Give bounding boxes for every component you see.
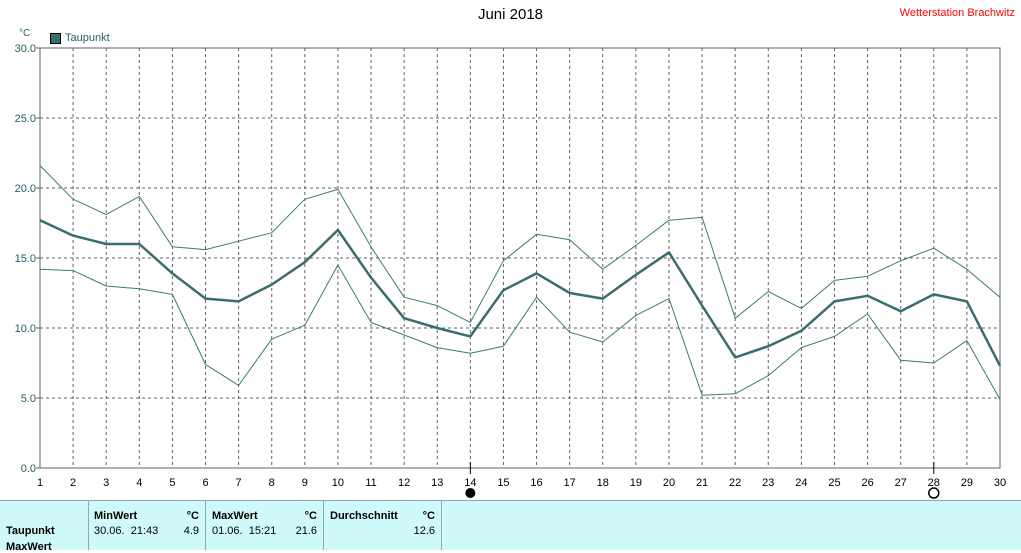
x-tick-label: 30 bbox=[994, 477, 1006, 489]
new-moon-icon bbox=[465, 488, 476, 498]
x-tick-label: 13 bbox=[431, 477, 443, 489]
x-tick-label: 15 bbox=[497, 477, 509, 489]
x-tick-label: 20 bbox=[663, 477, 675, 489]
max-value: 21.6 bbox=[295, 525, 317, 537]
legend-swatch bbox=[50, 32, 61, 44]
x-tick-label: 24 bbox=[795, 477, 807, 489]
full-moon-icon bbox=[928, 487, 940, 499]
x-tick-label: 8 bbox=[269, 477, 275, 489]
y-tick-label: 5.0 bbox=[21, 393, 36, 405]
x-tick-label: 18 bbox=[597, 477, 609, 489]
legend-label: Taupunkt bbox=[65, 32, 110, 44]
y-tick-label: 25.0 bbox=[15, 113, 36, 125]
x-tick-label: 11 bbox=[365, 477, 376, 489]
x-tick-label: 16 bbox=[530, 477, 542, 489]
x-tick-label: 10 bbox=[332, 477, 344, 489]
stats-min-cell: MinWert °C 30.06. 21:43 4.9 bbox=[89, 501, 206, 550]
stats-panel: Taupunkt MaxWert MinWert °C 30.06. 21:43… bbox=[0, 500, 1021, 553]
x-tick-label: 12 bbox=[398, 477, 410, 489]
y-tick-label: 0.0 bbox=[21, 463, 36, 475]
x-tick-label: 6 bbox=[202, 477, 208, 489]
x-tick-label: 14 bbox=[464, 477, 476, 489]
station-name: Wetterstation Brachwitz bbox=[899, 7, 1015, 19]
x-tick-label: 4 bbox=[136, 477, 142, 489]
x-tick-label: 26 bbox=[861, 477, 873, 489]
min-header: MinWert bbox=[94, 510, 138, 522]
x-tick-label: 22 bbox=[729, 477, 741, 489]
avg-header: Durchschnitt bbox=[330, 510, 398, 522]
min-datetime: 30.06. 21:43 bbox=[94, 525, 159, 537]
stats-max-cell: MaxWert °C 01.06. 15:21 21.6 bbox=[206, 501, 324, 550]
stats-avg-cell: Durchschnitt °C 12.6 bbox=[324, 501, 442, 550]
y-tick-label: 15.0 bbox=[15, 253, 36, 265]
x-tick-label: 3 bbox=[103, 477, 109, 489]
max-datetime: 01.06. 15:21 bbox=[212, 525, 277, 537]
x-tick-label: 28 bbox=[928, 477, 940, 489]
x-tick-label: 23 bbox=[762, 477, 774, 489]
series-line-max bbox=[39, 165, 1001, 323]
legend: Taupunkt bbox=[50, 32, 110, 44]
x-tick-label: 25 bbox=[828, 477, 840, 489]
series-line-mean bbox=[39, 219, 1002, 367]
x-tick-label: 7 bbox=[236, 477, 242, 489]
max-unit: °C bbox=[304, 510, 317, 522]
x-tick-label: 2 bbox=[70, 477, 76, 489]
x-tick-label: 29 bbox=[961, 477, 973, 489]
series-line-min bbox=[39, 264, 1001, 400]
stats-row-label-2: MaxWert bbox=[6, 541, 52, 553]
stats-label-cell: Taupunkt MaxWert bbox=[0, 501, 89, 553]
avg-value: 12.6 bbox=[413, 525, 435, 537]
x-tick-label: 19 bbox=[630, 477, 642, 489]
min-value: 4.9 bbox=[183, 525, 199, 537]
y-tick-label: 30.0 bbox=[15, 43, 36, 55]
min-unit: °C bbox=[186, 510, 199, 522]
x-tick-label: 17 bbox=[564, 477, 576, 489]
stats-row-label: Taupunkt bbox=[6, 525, 55, 537]
y-tick-label: 10.0 bbox=[15, 323, 36, 335]
x-tick-label: 9 bbox=[302, 477, 308, 489]
x-tick-label: 21 bbox=[696, 477, 708, 489]
y-axis-unit: °C bbox=[19, 28, 31, 39]
avg-unit: °C bbox=[422, 510, 435, 522]
x-tick-label: 27 bbox=[895, 477, 907, 489]
x-tick-label: 5 bbox=[169, 477, 175, 489]
chart-title: Juni 2018 bbox=[477, 6, 544, 23]
max-header: MaxWert bbox=[212, 510, 258, 522]
x-tick-label: 1 bbox=[37, 477, 43, 489]
y-tick-label: 20.0 bbox=[15, 183, 36, 195]
chart-area: 1 2 3 4 5 6 7 8 9 10 11 12 13 14 15 16 17 18 19 20 21 22 23 24 2… bbox=[15, 43, 1006, 499]
